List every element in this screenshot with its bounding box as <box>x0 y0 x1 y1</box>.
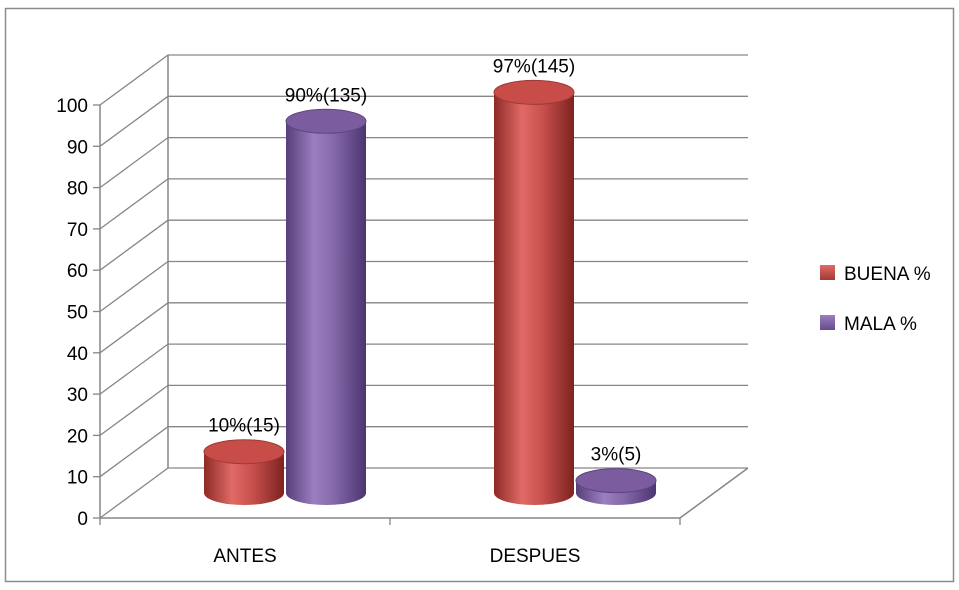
gridline-side <box>99 426 169 478</box>
gridline-side <box>99 54 169 106</box>
y-tick-label: 70 <box>67 220 88 241</box>
gridlines <box>99 54 748 519</box>
bar-buena-antes <box>203 439 285 505</box>
bar-top <box>285 108 367 134</box>
bar-top <box>575 468 657 494</box>
x-category-label: DESPUES <box>490 546 581 567</box>
bars <box>203 79 657 506</box>
data-labels: 10%(15) 90%(135) 97%(145) 3%(5) <box>208 56 641 465</box>
data-label: 90%(135) <box>285 85 367 106</box>
gridline-side <box>99 95 169 147</box>
x-category-label: ANTES <box>213 546 276 567</box>
y-tick-label: 50 <box>67 303 88 324</box>
legend-item-mala: MALA % <box>820 314 917 335</box>
legend-swatch <box>820 315 835 330</box>
legend-item-buena: BUENA % <box>820 264 931 285</box>
bar-buena-despues <box>493 79 575 505</box>
legend-swatch <box>820 265 835 280</box>
gridline-side <box>99 178 169 230</box>
y-tick-label: 40 <box>67 344 88 365</box>
y-tick-label: 90 <box>67 137 88 158</box>
bar-body <box>204 451 284 505</box>
y-tick-label: 80 <box>67 179 88 200</box>
gridline-side <box>99 219 169 271</box>
data-label: 3%(5) <box>591 445 642 466</box>
gridline-side <box>99 260 169 313</box>
gridline-side <box>99 137 169 189</box>
y-tick-label: 20 <box>67 426 88 447</box>
chart-border <box>4 7 955 583</box>
chart-walls <box>99 55 749 519</box>
y-tick-label: 100 <box>56 96 88 117</box>
gridline-side <box>99 302 169 354</box>
data-label: 97%(145) <box>493 56 575 77</box>
y-tick-label: 0 <box>77 509 88 530</box>
legend: BUENA % MALA % <box>820 264 931 335</box>
y-axis: 0 10 20 30 40 50 60 70 80 90 100 <box>56 96 100 530</box>
y-tick-label: 10 <box>67 468 88 489</box>
x-axis: ANTES DESPUES <box>99 518 681 567</box>
bar-top <box>203 439 285 465</box>
data-label: 10%(15) <box>208 416 280 437</box>
gridline-side <box>99 467 169 519</box>
bar-top <box>493 79 575 105</box>
y-tick-label: 60 <box>67 261 88 282</box>
bar-body <box>286 121 366 506</box>
gridline-side <box>99 384 169 436</box>
bar-mala-antes <box>285 108 367 506</box>
bar-mala-despues <box>575 468 657 505</box>
y-tick-label: 30 <box>67 385 88 406</box>
gridline-side <box>99 343 169 395</box>
legend-label: BUENA % <box>844 264 931 285</box>
bar-body <box>494 92 574 505</box>
legend-label: MALA % <box>844 314 917 335</box>
